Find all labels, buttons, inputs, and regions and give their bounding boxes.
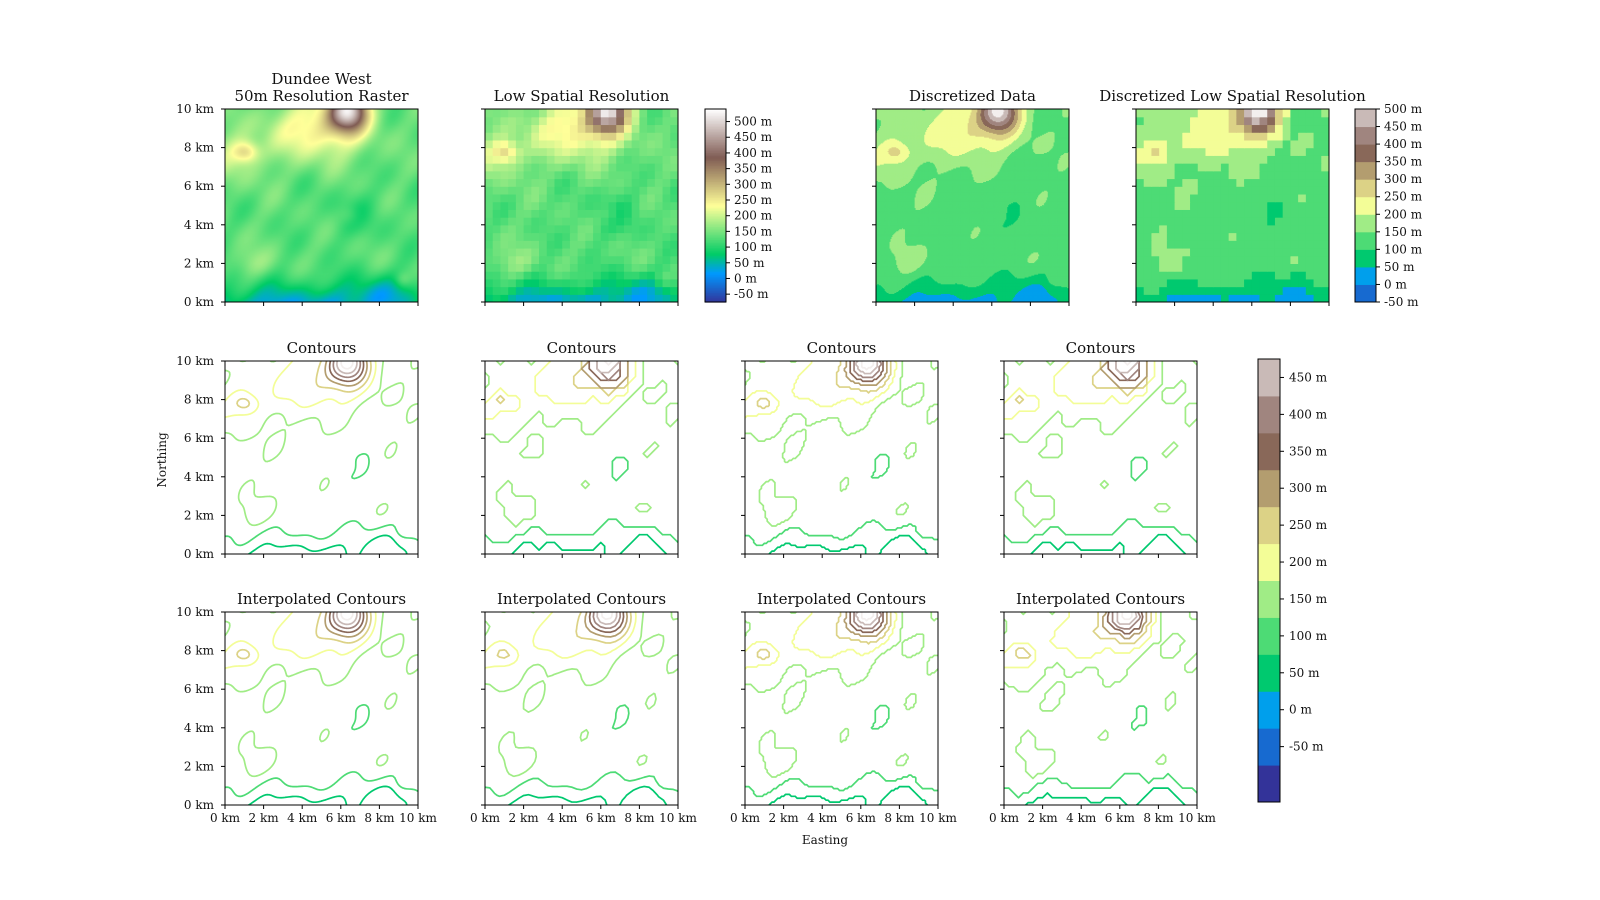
plot-area [225, 109, 419, 303]
